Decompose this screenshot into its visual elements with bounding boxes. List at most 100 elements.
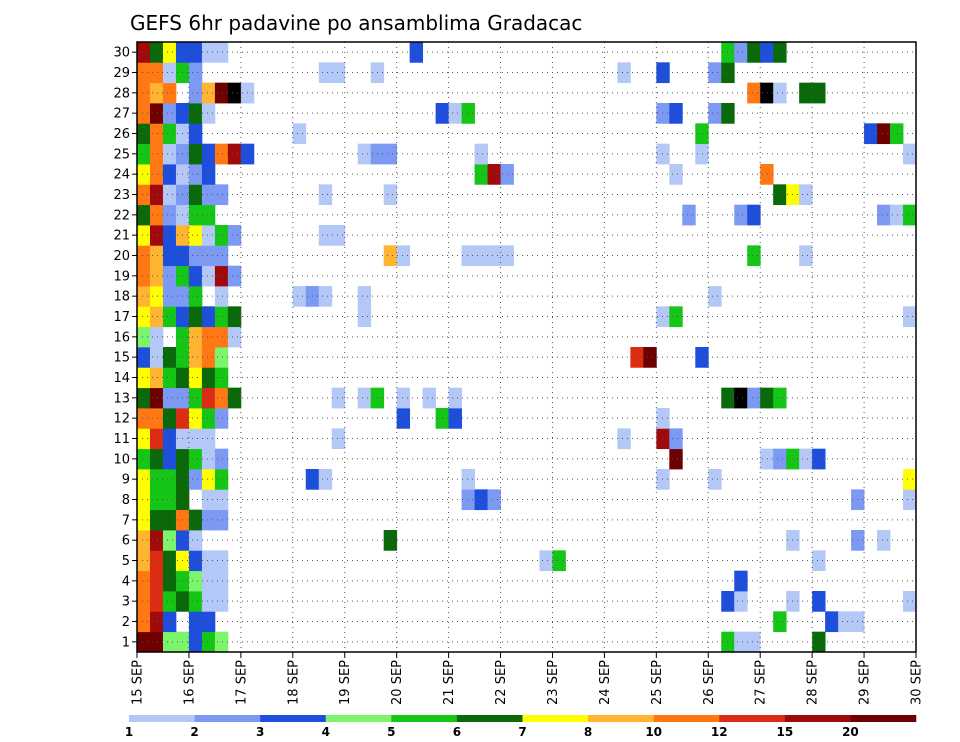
heatmap-cell — [162, 82, 177, 104]
heatmap-cell — [318, 62, 333, 84]
heatmap-cell — [812, 631, 826, 653]
heatmap-cell — [214, 570, 229, 592]
heatmap-cell — [747, 82, 761, 104]
heatmap-cell — [734, 570, 748, 592]
heatmap-cell — [214, 509, 229, 531]
heatmap-cell — [669, 448, 683, 470]
colorbar-swatch — [325, 715, 392, 722]
heatmap-cell — [188, 530, 203, 551]
heatmap-cell — [201, 225, 216, 246]
y-tick-label: 2 — [122, 615, 130, 630]
heatmap-cell — [162, 62, 177, 84]
colorbar-label: 2 — [190, 725, 198, 739]
heatmap-cell — [149, 225, 164, 246]
heatmap-cell — [903, 591, 917, 612]
heatmap-cell — [669, 164, 683, 185]
heatmap-cell — [188, 164, 203, 185]
heatmap-cell — [214, 408, 229, 429]
heatmap-cell — [812, 550, 826, 572]
heatmap-cell — [137, 509, 151, 531]
heatmap-cell — [292, 286, 307, 307]
heatmap-cell — [149, 245, 164, 267]
x-tick-label: 30 SEP — [910, 660, 925, 705]
heatmap-cell — [331, 387, 346, 409]
heatmap-cell — [357, 306, 372, 328]
heatmap-cell — [214, 326, 229, 348]
heatmap-cell — [149, 326, 164, 348]
heatmap-cell — [137, 611, 151, 633]
heatmap-cell — [188, 611, 203, 633]
y-tick-label: 11 — [113, 432, 130, 447]
heatmap-cell — [448, 387, 462, 409]
heatmap-cell — [331, 225, 346, 246]
colorbar-label: 5 — [387, 725, 395, 739]
x-tick-label: 21 SEP — [442, 660, 457, 705]
heatmap-cell — [162, 387, 177, 409]
heatmap-cell — [331, 62, 346, 84]
x-tick-label: 17 SEP — [234, 660, 249, 705]
heatmap-cell — [773, 387, 787, 409]
heatmap-cell — [474, 489, 488, 511]
heatmap-cell — [799, 245, 813, 267]
heatmap-cell — [149, 408, 164, 429]
heatmap-cell — [137, 123, 151, 145]
heatmap-cell — [149, 286, 164, 307]
heatmap-cell — [137, 286, 151, 307]
heatmap-cell — [201, 265, 216, 287]
y-tick-label: 29 — [113, 66, 130, 81]
heatmap-cell — [877, 123, 891, 145]
heatmap-cell — [162, 530, 177, 551]
y-tick-label: 9 — [122, 473, 130, 488]
x-tick-label: 19 SEP — [338, 660, 353, 705]
heatmap-cell — [201, 326, 216, 348]
heatmap-cell — [149, 428, 164, 450]
heatmap-cell — [162, 408, 177, 429]
heatmap-cell — [188, 265, 203, 287]
heatmap-cell — [903, 469, 917, 490]
colorbar-label: 20 — [842, 725, 859, 739]
heatmap-cell — [760, 82, 774, 104]
y-tick-label: 19 — [113, 269, 130, 284]
y-tick-label: 14 — [113, 371, 130, 386]
heatmap-cell — [188, 184, 203, 206]
heatmap-cell — [214, 286, 229, 307]
heatmap-cell — [201, 42, 216, 63]
heatmap-cell — [149, 103, 164, 124]
heatmap-cell — [877, 204, 891, 226]
y-tick-label: 12 — [113, 412, 130, 427]
heatmap-cell — [137, 448, 151, 470]
heatmap-cell — [162, 143, 177, 165]
heatmap-cell — [201, 469, 216, 490]
heatmap-cell — [357, 387, 372, 409]
heatmap-cell — [188, 367, 203, 389]
heatmap-cells — [137, 42, 917, 653]
heatmap-cell — [162, 591, 177, 612]
heatmap-cell — [137, 591, 151, 612]
heatmap-cell — [227, 387, 242, 409]
heatmap-cell — [137, 82, 151, 104]
y-tick-label: 27 — [113, 107, 130, 122]
heatmap-cell — [708, 286, 722, 307]
heatmap-cell — [201, 367, 216, 389]
heatmap-cell — [149, 591, 164, 612]
heatmap-cell — [149, 530, 164, 551]
x-tick-label: 24 SEP — [598, 660, 613, 705]
heatmap-cell — [318, 469, 333, 490]
heatmap-cell — [201, 204, 216, 226]
y-tick-label: 15 — [113, 351, 130, 366]
heatmap-cell — [137, 326, 151, 348]
colorbar-swatch — [719, 715, 786, 722]
heatmap-cell — [162, 367, 177, 389]
heatmap-cell — [149, 143, 164, 165]
heatmap-cell — [137, 42, 151, 63]
heatmap-cell — [383, 245, 398, 267]
heatmap-cell — [682, 204, 696, 226]
heatmap-cell — [799, 448, 813, 470]
plot-frame — [136, 41, 917, 653]
y-tick-label: 10 — [113, 452, 130, 467]
heatmap-cell — [188, 591, 203, 612]
heatmap-cell — [188, 428, 203, 450]
heatmap-cell — [149, 306, 164, 328]
heatmap-cell — [188, 631, 203, 653]
heatmap-cell — [214, 184, 229, 206]
